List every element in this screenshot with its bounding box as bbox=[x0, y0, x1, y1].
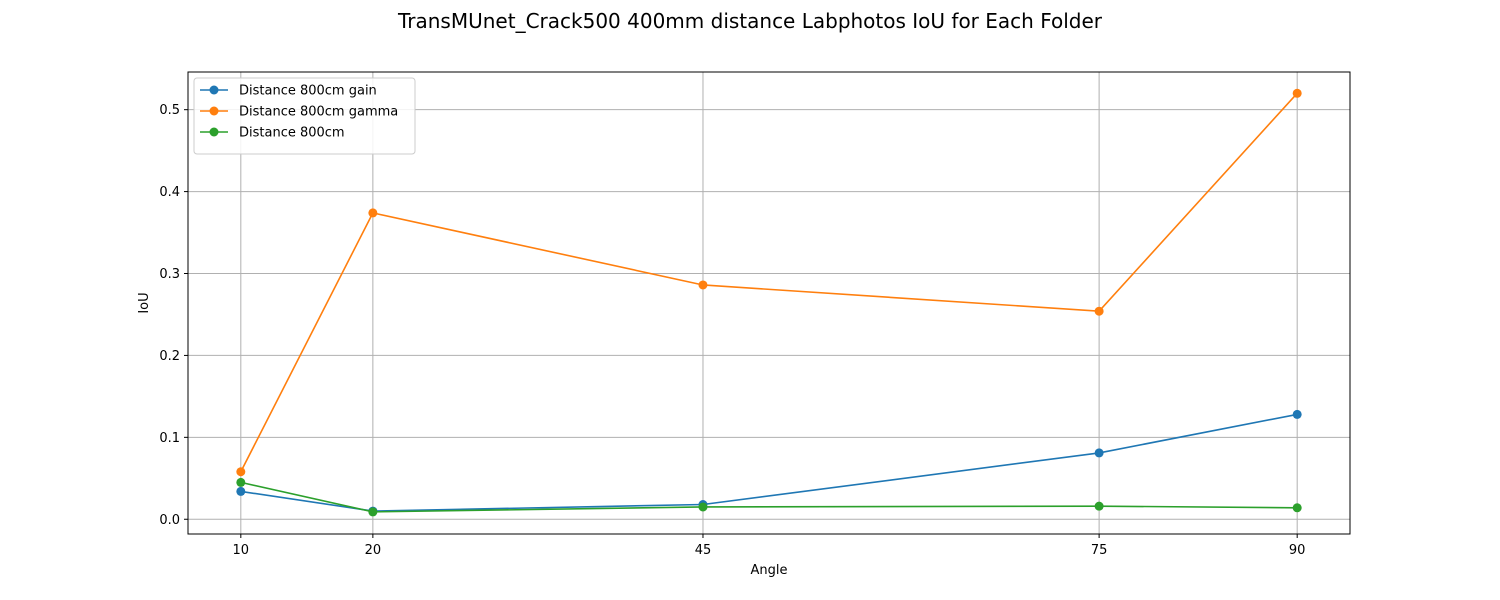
y-tick-label: 0.5 bbox=[159, 103, 180, 118]
x-tick-label: 20 bbox=[365, 543, 382, 558]
data-point bbox=[236, 486, 246, 496]
data-point bbox=[1292, 88, 1302, 98]
data-point bbox=[236, 477, 246, 487]
data-point bbox=[368, 507, 378, 517]
data-point bbox=[1094, 501, 1104, 511]
data-point bbox=[1094, 448, 1104, 458]
legend-label: Distance 800cm gamma bbox=[239, 105, 398, 120]
legend-marker bbox=[209, 127, 219, 137]
data-point bbox=[236, 467, 246, 477]
y-tick-label: 0.2 bbox=[159, 349, 180, 364]
data-point bbox=[698, 280, 708, 290]
y-tick-label: 0.1 bbox=[159, 431, 180, 446]
x-tick-label: 75 bbox=[1091, 543, 1108, 558]
series-3 bbox=[236, 477, 1302, 517]
legend-label: Distance 800cm bbox=[239, 126, 345, 141]
x-axis-label: Angle bbox=[751, 563, 788, 578]
legend: Distance 800cm gain Distance 800cm gamma D… bbox=[193, 77, 416, 155]
chart-title: TransMUnet_Crack500 400mm distance Labph… bbox=[397, 9, 1103, 33]
series-line bbox=[240, 413, 1298, 512]
data-point bbox=[698, 502, 708, 512]
series-line bbox=[240, 481, 1298, 513]
y-axis-label: IoU bbox=[137, 292, 152, 313]
plot-area bbox=[187, 71, 1351, 535]
legend-marker bbox=[209, 85, 219, 95]
legend-label: Distance 800cm gain bbox=[239, 84, 377, 99]
series-1 bbox=[236, 409, 1302, 516]
x-tick-label: 90 bbox=[1289, 543, 1306, 558]
legend-box bbox=[193, 77, 416, 155]
y-tick-label: 0.4 bbox=[159, 185, 180, 200]
data-point bbox=[368, 208, 378, 218]
data-point bbox=[1094, 306, 1104, 316]
y-tick-label: 0.0 bbox=[159, 513, 180, 528]
series-2 bbox=[236, 88, 1302, 477]
y-tick-label: 0.3 bbox=[159, 267, 180, 282]
x-tick-label: 45 bbox=[695, 543, 712, 558]
legend-marker bbox=[209, 106, 219, 116]
data-point bbox=[1292, 409, 1302, 419]
data-point bbox=[1292, 503, 1302, 513]
x-tick-label: 10 bbox=[233, 543, 250, 558]
